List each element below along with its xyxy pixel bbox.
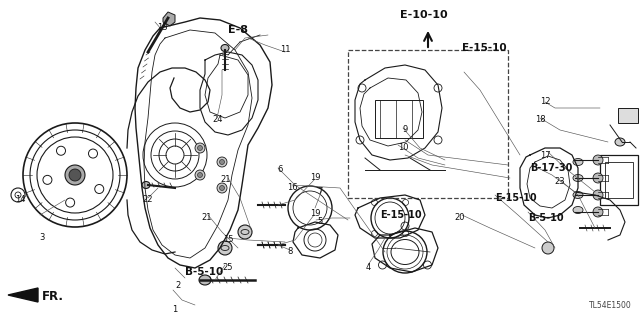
Text: 2: 2 bbox=[175, 280, 180, 290]
Text: E-15-10: E-15-10 bbox=[380, 210, 422, 220]
Text: 3: 3 bbox=[39, 234, 45, 242]
Text: 9: 9 bbox=[403, 125, 408, 135]
Text: 12: 12 bbox=[540, 98, 550, 107]
Text: B-5-10: B-5-10 bbox=[185, 267, 223, 277]
Text: 4: 4 bbox=[365, 263, 371, 272]
Circle shape bbox=[195, 143, 205, 153]
Circle shape bbox=[542, 242, 554, 254]
Text: 17: 17 bbox=[540, 151, 550, 160]
Text: 22: 22 bbox=[143, 196, 153, 204]
Text: B-17-30: B-17-30 bbox=[530, 163, 572, 173]
Text: 13: 13 bbox=[157, 24, 167, 33]
Text: 19: 19 bbox=[310, 210, 320, 219]
Text: 23: 23 bbox=[555, 177, 565, 187]
Text: FR.: FR. bbox=[42, 291, 64, 303]
Text: TL54E1500: TL54E1500 bbox=[589, 301, 632, 310]
Circle shape bbox=[238, 225, 252, 239]
Polygon shape bbox=[163, 12, 175, 26]
Circle shape bbox=[217, 157, 227, 167]
Circle shape bbox=[220, 160, 225, 165]
Ellipse shape bbox=[199, 275, 211, 285]
Text: 20: 20 bbox=[455, 213, 465, 222]
Text: 6: 6 bbox=[277, 166, 283, 174]
Circle shape bbox=[198, 145, 202, 151]
Ellipse shape bbox=[573, 159, 583, 166]
Circle shape bbox=[69, 169, 81, 181]
Text: 16: 16 bbox=[287, 183, 298, 192]
Circle shape bbox=[593, 207, 603, 217]
Ellipse shape bbox=[221, 44, 229, 51]
Text: E-15-10: E-15-10 bbox=[495, 193, 536, 203]
Text: 14: 14 bbox=[15, 196, 25, 204]
Circle shape bbox=[220, 186, 225, 190]
Polygon shape bbox=[8, 288, 38, 302]
Ellipse shape bbox=[573, 206, 583, 213]
Text: 15: 15 bbox=[223, 235, 233, 244]
Text: 10: 10 bbox=[397, 144, 408, 152]
Circle shape bbox=[593, 190, 603, 200]
Text: 24: 24 bbox=[212, 115, 223, 124]
Text: 21: 21 bbox=[221, 175, 231, 184]
Text: E-15-10: E-15-10 bbox=[462, 43, 507, 53]
Text: E-8: E-8 bbox=[228, 25, 248, 35]
Circle shape bbox=[217, 183, 227, 193]
Ellipse shape bbox=[573, 191, 583, 198]
Circle shape bbox=[65, 165, 85, 185]
Ellipse shape bbox=[615, 138, 625, 146]
Circle shape bbox=[593, 155, 603, 165]
Ellipse shape bbox=[142, 182, 150, 189]
Text: E-10-10: E-10-10 bbox=[400, 10, 447, 20]
Text: 11: 11 bbox=[280, 46, 291, 55]
Circle shape bbox=[195, 170, 205, 180]
Circle shape bbox=[218, 241, 232, 255]
Text: 25: 25 bbox=[223, 263, 233, 272]
Ellipse shape bbox=[573, 174, 583, 182]
Text: 18: 18 bbox=[534, 115, 545, 124]
Text: 21: 21 bbox=[202, 213, 212, 222]
FancyBboxPatch shape bbox=[618, 108, 638, 123]
Text: B-5-10: B-5-10 bbox=[528, 213, 564, 223]
Text: 7: 7 bbox=[317, 188, 323, 197]
Circle shape bbox=[593, 173, 603, 183]
Text: 5: 5 bbox=[317, 218, 323, 226]
Text: 19: 19 bbox=[310, 174, 320, 182]
Circle shape bbox=[198, 173, 202, 177]
Text: 8: 8 bbox=[287, 248, 292, 256]
Text: 1: 1 bbox=[172, 306, 178, 315]
